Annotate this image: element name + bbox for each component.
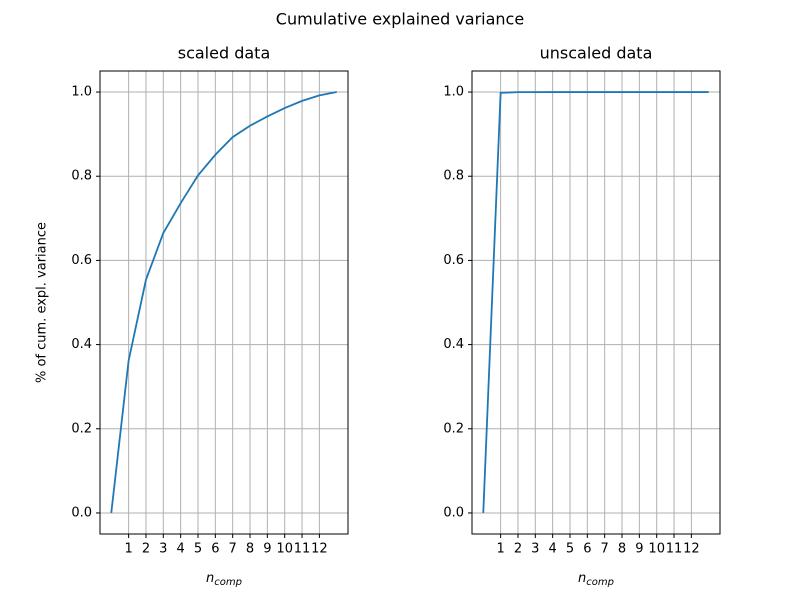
- y-tick-label: 1.0: [443, 85, 464, 100]
- line: [482, 91, 709, 513]
- figure-title: Cumulative explained variance: [276, 10, 524, 29]
- x-axis-label-sub: comp: [586, 577, 614, 588]
- x-axis-label: ncomp: [206, 571, 242, 589]
- x-axis-label-base: n: [206, 571, 214, 586]
- y-tick-label: 0.2: [443, 421, 464, 436]
- x-tick-label: 6: [211, 542, 219, 557]
- y-tick-label: 0.0: [443, 505, 464, 520]
- x-tick-label: 7: [229, 542, 237, 557]
- axes-frame: [471, 70, 721, 535]
- x-tick-label: 10: [276, 542, 293, 557]
- x-tick-label: 9: [635, 542, 643, 557]
- x-tick-label: 8: [246, 542, 254, 557]
- line: [110, 91, 337, 514]
- y-tick-label: 0.8: [443, 169, 464, 184]
- y-axis-label: % of cum. expl. variance: [35, 222, 50, 383]
- x-axis-label: ncomp: [578, 571, 614, 589]
- y-tick-label: 0.2: [71, 421, 92, 436]
- y-tick-label: 0.0: [71, 505, 92, 520]
- x-tick-label: 4: [549, 542, 557, 557]
- x-tick-label: 5: [566, 542, 574, 557]
- x-tick-label: 10: [648, 542, 665, 557]
- x-tick-label: 3: [531, 542, 539, 557]
- x-tick-label: 11: [666, 542, 683, 557]
- x-tick-label: 9: [263, 542, 271, 557]
- x-tick-label: 7: [601, 542, 609, 557]
- x-tick-label: 2: [514, 542, 522, 557]
- y-tick-label: 0.8: [71, 169, 92, 184]
- y-tick-label: 0.4: [71, 337, 92, 352]
- x-tick-label: 3: [159, 542, 167, 557]
- x-tick-label: 12: [311, 542, 328, 557]
- x-tick-label: 8: [618, 542, 626, 557]
- x-tick-label: 11: [294, 542, 311, 557]
- x-axis-label-base: n: [578, 571, 586, 586]
- axes-title: scaled data: [178, 44, 271, 63]
- axes-frame: [99, 70, 349, 535]
- x-tick-label: 5: [194, 542, 202, 557]
- x-tick-label: 6: [583, 542, 591, 557]
- x-tick-label: 12: [683, 542, 700, 557]
- x-tick-label: 1: [496, 542, 504, 557]
- x-tick-label: 4: [177, 542, 185, 557]
- y-tick-label: 0.6: [443, 253, 464, 268]
- x-tick-label: 1: [124, 542, 132, 557]
- y-tick-label: 1.0: [71, 85, 92, 100]
- axes-title: unscaled data: [540, 44, 653, 63]
- y-tick-label: 0.4: [443, 337, 464, 352]
- x-axis-label-sub: comp: [214, 577, 242, 588]
- y-tick-label: 0.6: [71, 253, 92, 268]
- x-tick-label: 2: [142, 542, 150, 557]
